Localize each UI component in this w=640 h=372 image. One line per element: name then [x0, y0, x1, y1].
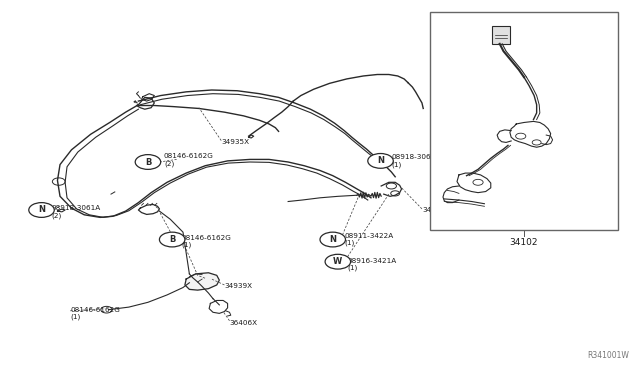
- Text: 08918-3061A
(1): 08918-3061A (1): [392, 154, 440, 168]
- Circle shape: [159, 232, 185, 247]
- Circle shape: [368, 154, 394, 168]
- Circle shape: [29, 203, 54, 217]
- Circle shape: [320, 232, 346, 247]
- Text: 08146-6162G
(1): 08146-6162G (1): [182, 235, 232, 248]
- Circle shape: [325, 254, 351, 269]
- Text: 08911-3422A
(1): 08911-3422A (1): [344, 233, 394, 246]
- Text: N: N: [377, 156, 384, 166]
- Text: 08146-6162G
(2): 08146-6162G (2): [164, 153, 214, 167]
- Bar: [429, 13, 618, 230]
- Text: 08918-3061A
(2): 08918-3061A (2): [51, 205, 100, 219]
- Text: 34102: 34102: [509, 238, 538, 247]
- Text: B: B: [169, 235, 175, 244]
- Text: R341001W: R341001W: [587, 351, 629, 360]
- Text: 36406X: 36406X: [230, 320, 258, 326]
- Polygon shape: [185, 273, 220, 290]
- Text: 08146-6162G
(1): 08146-6162G (1): [70, 307, 120, 320]
- Text: B: B: [145, 157, 151, 167]
- Text: 34935X: 34935X: [221, 139, 250, 145]
- Circle shape: [135, 155, 161, 169]
- Text: 08916-3421A
(1): 08916-3421A (1): [348, 257, 397, 271]
- Text: N: N: [329, 235, 336, 244]
- Text: 34693N: 34693N: [422, 207, 451, 213]
- Text: W: W: [333, 257, 342, 266]
- FancyBboxPatch shape: [492, 26, 510, 44]
- Text: N: N: [38, 205, 45, 215]
- Text: 34939X: 34939X: [225, 283, 253, 289]
